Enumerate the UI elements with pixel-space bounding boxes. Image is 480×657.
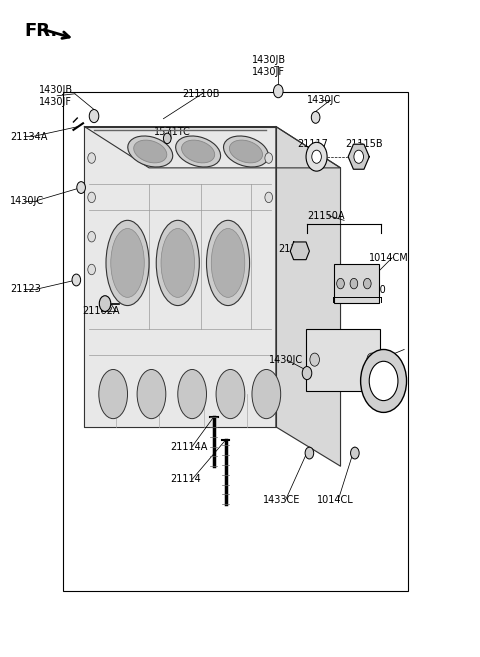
Text: 21114: 21114 <box>170 474 201 484</box>
Circle shape <box>88 153 96 164</box>
Ellipse shape <box>137 369 166 419</box>
Circle shape <box>369 361 398 401</box>
Text: 21134A: 21134A <box>10 132 48 142</box>
Polygon shape <box>84 127 340 168</box>
Circle shape <box>265 192 273 202</box>
Circle shape <box>306 143 327 171</box>
Ellipse shape <box>161 229 194 298</box>
Polygon shape <box>348 145 369 170</box>
Circle shape <box>77 181 85 193</box>
Ellipse shape <box>178 369 206 419</box>
Circle shape <box>367 353 376 366</box>
Text: 1430JC: 1430JC <box>10 196 44 206</box>
Text: 21123: 21123 <box>10 284 41 294</box>
Text: 1430JC: 1430JC <box>307 95 341 105</box>
Circle shape <box>72 274 81 286</box>
Text: 21440: 21440 <box>355 286 385 296</box>
Circle shape <box>89 110 99 123</box>
Ellipse shape <box>99 369 128 419</box>
Polygon shape <box>84 127 276 427</box>
Circle shape <box>99 296 111 311</box>
Circle shape <box>312 150 322 164</box>
Ellipse shape <box>224 136 268 167</box>
Circle shape <box>302 367 312 380</box>
Text: 21150A: 21150A <box>307 211 345 221</box>
Text: 21114A: 21114A <box>170 442 208 451</box>
Ellipse shape <box>134 140 167 163</box>
Circle shape <box>88 264 96 275</box>
Circle shape <box>354 150 363 164</box>
Text: 1014CM: 1014CM <box>369 253 409 263</box>
Circle shape <box>350 447 359 459</box>
Circle shape <box>88 192 96 202</box>
Ellipse shape <box>229 140 263 163</box>
Circle shape <box>336 279 344 289</box>
FancyBboxPatch shape <box>334 264 379 303</box>
Circle shape <box>310 353 320 366</box>
Circle shape <box>360 350 407 413</box>
Text: 21152: 21152 <box>278 244 309 254</box>
Ellipse shape <box>176 136 221 167</box>
Polygon shape <box>290 242 310 260</box>
Ellipse shape <box>211 229 245 298</box>
Ellipse shape <box>156 220 199 306</box>
Bar <box>306 328 380 391</box>
Ellipse shape <box>216 369 245 419</box>
Text: 1430JC: 1430JC <box>269 355 303 365</box>
Text: 21115B: 21115B <box>345 139 383 148</box>
Circle shape <box>163 133 171 144</box>
Polygon shape <box>276 127 340 466</box>
Text: 21162A: 21162A <box>82 306 120 316</box>
Text: FR.: FR. <box>24 22 58 39</box>
Text: 21110B: 21110B <box>182 89 220 99</box>
Ellipse shape <box>128 136 173 167</box>
Text: 1430JB
1430JF: 1430JB 1430JF <box>252 55 286 77</box>
Circle shape <box>363 279 371 289</box>
Circle shape <box>305 447 314 459</box>
Circle shape <box>88 231 96 242</box>
Text: 21443: 21443 <box>364 353 395 363</box>
Circle shape <box>350 279 358 289</box>
Text: 1014CL: 1014CL <box>317 495 353 505</box>
Text: 1571TC: 1571TC <box>154 127 191 137</box>
Ellipse shape <box>252 369 281 419</box>
Circle shape <box>312 112 320 124</box>
Text: 1430JB
1430JF: 1430JB 1430JF <box>39 85 73 106</box>
Ellipse shape <box>206 220 250 306</box>
Text: 1433CE: 1433CE <box>263 495 300 505</box>
Ellipse shape <box>106 220 149 306</box>
Circle shape <box>274 85 283 98</box>
Ellipse shape <box>181 140 215 163</box>
Circle shape <box>265 153 273 164</box>
Bar <box>63 93 408 591</box>
Ellipse shape <box>111 229 144 298</box>
Text: 21117: 21117 <box>298 139 328 148</box>
